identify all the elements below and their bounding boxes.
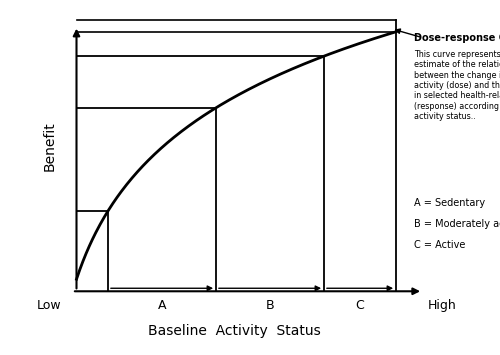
Text: B: B: [266, 299, 274, 312]
Text: C: C: [356, 299, 364, 312]
Text: Dose-response Curve: Dose-response Curve: [414, 33, 500, 43]
Text: This curve represents the best
estimate of the relationbship
between the change : This curve represents the best estimate …: [414, 50, 500, 121]
Text: A: A: [158, 299, 166, 312]
Text: Benefit: Benefit: [42, 121, 56, 171]
Text: High: High: [428, 299, 456, 312]
Text: Low: Low: [37, 299, 62, 312]
Text: B = Moderately active: B = Moderately active: [414, 219, 500, 229]
Text: C = Active: C = Active: [414, 240, 466, 250]
Text: A = Sedentary: A = Sedentary: [414, 198, 485, 208]
Text: Baseline  Activity  Status: Baseline Activity Status: [148, 324, 320, 338]
